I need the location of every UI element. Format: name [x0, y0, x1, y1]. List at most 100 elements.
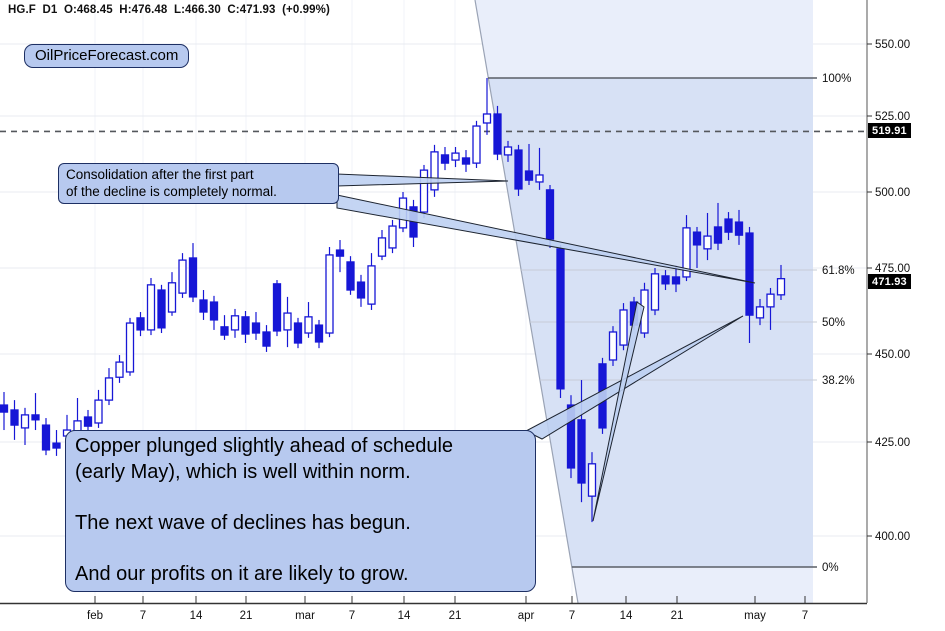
- candlestick: [545, 189, 555, 240]
- watermark-oilpriceforecast: OilPriceForecast.com: [24, 44, 190, 68]
- candlestick: [104, 377, 114, 401]
- time-tick-label: 7: [349, 610, 355, 622]
- time-tick-label: apr: [518, 610, 535, 622]
- annotation-consolidation[interactable]: Consolidation after the first part of th…: [58, 163, 339, 204]
- candlestick: [619, 309, 628, 346]
- candlestick: [52, 442, 61, 449]
- candlestick: [346, 261, 355, 291]
- candlestick: [755, 306, 765, 319]
- candlestick: [325, 254, 334, 334]
- decline-pointer: [592, 301, 645, 522]
- time-tick-label: 7: [140, 610, 146, 622]
- candlestick: [157, 289, 166, 329]
- candlestick: [314, 324, 324, 343]
- candlestick: [535, 174, 544, 183]
- candlestick: [10, 409, 19, 426]
- time-tick-label: 14: [398, 610, 411, 622]
- candlestick: [514, 149, 523, 190]
- candlestick: [188, 257, 198, 298]
- time-tick-label: 21: [671, 610, 684, 622]
- candlestick: [440, 154, 450, 164]
- candlestick: [503, 146, 513, 156]
- price-tick-label: 425.00: [875, 437, 910, 449]
- candlestick: [419, 169, 429, 213]
- candlestick: [430, 151, 439, 191]
- candlestick: [451, 152, 460, 161]
- candlestick: [136, 317, 145, 331]
- candlestick: [178, 259, 187, 294]
- time-tick-label: may: [744, 610, 766, 622]
- candlestick: [20, 414, 30, 429]
- candlestick: [293, 322, 303, 344]
- candlestick: [31, 414, 40, 421]
- candlestick: [566, 404, 576, 469]
- candlestick: [650, 273, 660, 311]
- price-badge-last: 471.93: [868, 274, 911, 289]
- candlestick: [220, 326, 229, 336]
- candlestick: [692, 231, 702, 246]
- price-tick-label: 500.00: [875, 187, 910, 199]
- candlestick: [472, 125, 481, 164]
- candlestick: [587, 463, 597, 497]
- candlestick: [724, 218, 733, 233]
- candlestick: [703, 235, 712, 250]
- fib-level-label: 100%: [822, 73, 851, 85]
- time-tick-label: 7: [802, 610, 808, 622]
- candlestick: [671, 276, 681, 285]
- price-tick-label: 525.00: [875, 111, 910, 123]
- candlestick: [356, 281, 366, 299]
- price-badge-519: 519.91: [868, 123, 911, 138]
- time-tick-label: feb: [87, 610, 103, 622]
- candlestick: [682, 227, 691, 278]
- candlestick: [335, 249, 345, 257]
- candlestick: [766, 293, 775, 308]
- price-tick-label: 450.00: [875, 349, 910, 361]
- fib-level-label: 50%: [822, 317, 845, 329]
- candlestick: [577, 419, 586, 484]
- candlestick: [388, 225, 397, 249]
- candlestick: [304, 316, 313, 334]
- fib-level-label: 38.2%: [822, 375, 855, 387]
- candlestick: [241, 316, 250, 335]
- candlestick: [115, 361, 124, 378]
- price-tick-label: 475.00: [875, 263, 910, 275]
- candlestick: [0, 404, 9, 413]
- candlestick: [713, 226, 723, 244]
- candlestick: [493, 113, 502, 155]
- candlestick: [262, 331, 271, 347]
- candlestick: [146, 284, 156, 331]
- candlestick: [230, 315, 240, 331]
- time-tick-label: 21: [449, 610, 462, 622]
- candlestick: [125, 322, 135, 373]
- time-tick-label: 14: [190, 610, 203, 622]
- candlestick: [524, 170, 534, 181]
- candlestick: [776, 278, 786, 296]
- time-tick-label: mar: [295, 610, 315, 622]
- price-tick-label: 550.00: [875, 39, 910, 51]
- time-tick-label: 7: [569, 610, 575, 622]
- ohlc-header: HG.F D1 O:468.45 H:476.48 L:466.30 C:471…: [8, 4, 330, 16]
- candlestick: [83, 416, 93, 427]
- annotation-copper-forecast[interactable]: Copper plunged slightly ahead of schedul…: [65, 430, 536, 592]
- time-tick-label: 21: [240, 610, 253, 622]
- candlestick: [377, 237, 387, 257]
- candlestick: [734, 221, 744, 236]
- candlestick: [461, 157, 471, 165]
- candlestick: [283, 312, 292, 331]
- fib-level-label: 0%: [822, 562, 839, 574]
- candlestick: [272, 283, 282, 332]
- candlestick: [209, 301, 219, 321]
- time-tick-label: 14: [620, 610, 633, 622]
- zone-left-edge: [474, 0, 579, 604]
- candlestick: [608, 331, 618, 361]
- candlestick: [482, 113, 492, 124]
- candlestick: [367, 265, 376, 305]
- candlestick: [251, 322, 261, 334]
- candlestick: [41, 424, 51, 451]
- candlestick: [556, 248, 565, 390]
- candlestick: [199, 299, 208, 313]
- price-tick-label: 400.00: [875, 531, 910, 543]
- candlestick: [94, 399, 103, 424]
- candlestick: [745, 232, 754, 316]
